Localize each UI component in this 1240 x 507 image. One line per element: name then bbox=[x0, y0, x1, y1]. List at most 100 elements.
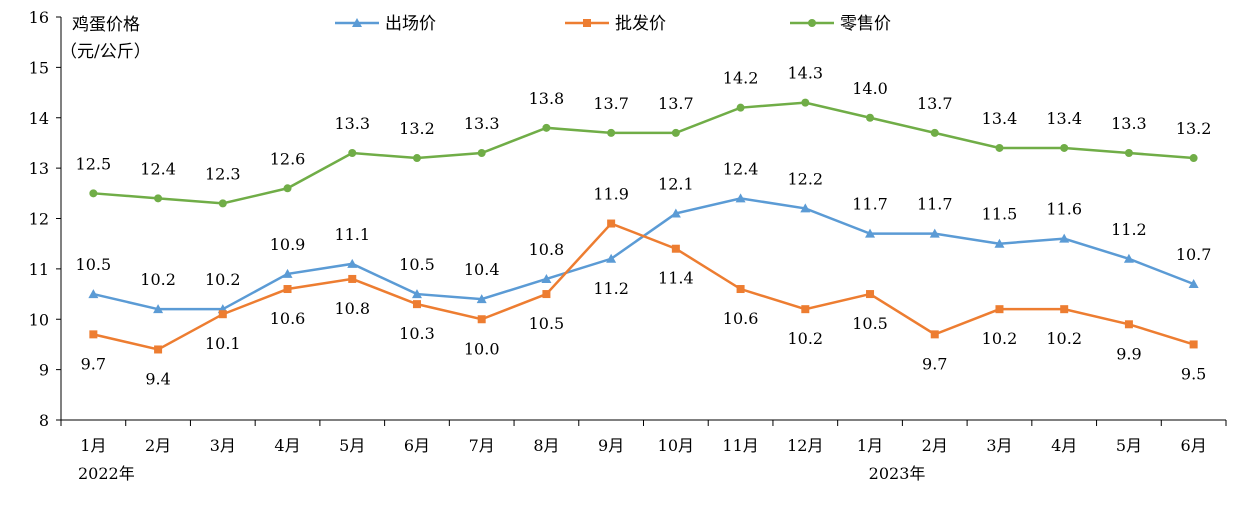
y-axis-label-line1: 鸡蛋价格 bbox=[72, 15, 140, 35]
data-label: 10.5 bbox=[529, 314, 565, 333]
x-tick-label: 2月 bbox=[922, 436, 948, 455]
year-label: 2022年 bbox=[78, 464, 135, 483]
data-label: 10.2 bbox=[787, 329, 823, 348]
series-1: 9.7 9.4 10.1 10.6 10.8 10.3 10.0 10.5 11.9 11.4 10… bbox=[81, 185, 1207, 389]
x-tick-label: 4月 bbox=[274, 436, 300, 455]
data-label: 10.4 bbox=[464, 260, 500, 279]
data-label: 10.5 bbox=[76, 255, 112, 274]
data-label: 10.5 bbox=[399, 255, 435, 274]
data-label: 12.2 bbox=[787, 169, 823, 188]
data-label: 9.5 bbox=[1181, 364, 1206, 383]
data-point-square bbox=[1189, 340, 1198, 349]
y-tick-label: 12 bbox=[29, 210, 49, 229]
data-point-circle bbox=[412, 154, 421, 163]
axes: 8 9 10 11 12 13 14 15 16 1月 2月 3月 4月 5月 6月 7月 8月 9月 10月 11月… bbox=[29, 8, 1227, 483]
x-tick-label: 1月 bbox=[80, 436, 106, 455]
data-point-circle bbox=[1124, 149, 1133, 158]
data-point-circle bbox=[930, 128, 939, 137]
series-line bbox=[93, 101, 1194, 205]
data-point-square bbox=[154, 345, 163, 354]
data-label: 13.2 bbox=[399, 119, 435, 138]
data-label: 12.5 bbox=[76, 154, 112, 173]
data-label: 9.7 bbox=[81, 354, 106, 373]
data-label: 12.6 bbox=[270, 149, 306, 168]
x-tick-label: 2月 bbox=[145, 436, 171, 455]
data-label: 11.2 bbox=[593, 279, 629, 298]
data-label: 10.0 bbox=[464, 339, 500, 358]
data-label: 10.3 bbox=[399, 324, 435, 343]
data-label: 14.2 bbox=[723, 69, 759, 88]
y-tick-label: 15 bbox=[29, 58, 49, 77]
data-label: 13.7 bbox=[658, 94, 694, 113]
series-line bbox=[93, 197, 1195, 311]
data-label: 13.2 bbox=[1176, 119, 1212, 138]
data-label: 10.6 bbox=[270, 309, 306, 328]
data-point-square bbox=[218, 310, 227, 319]
series-2: 12.5 12.4 12.3 12.6 13.3 13.2 13.3 13.8 13.7 13.7… bbox=[76, 64, 1212, 208]
data-point-circle bbox=[607, 128, 616, 137]
data-point-square bbox=[348, 274, 357, 283]
data-label: 13.8 bbox=[529, 89, 565, 108]
data-point-triangle bbox=[347, 258, 358, 268]
data-label: 10.5 bbox=[852, 314, 888, 333]
data-point-square bbox=[583, 19, 591, 27]
data-point-square bbox=[736, 285, 745, 294]
data-point-square bbox=[866, 290, 875, 299]
data-label: 12.4 bbox=[723, 159, 759, 178]
data-point-square bbox=[542, 290, 551, 299]
data-point-circle bbox=[477, 149, 486, 158]
data-point-triangle bbox=[541, 273, 552, 283]
y-tick-label: 10 bbox=[29, 310, 49, 329]
data-label: 12.4 bbox=[140, 159, 176, 178]
data-label: 13.7 bbox=[917, 94, 953, 113]
data-label: 13.3 bbox=[464, 114, 500, 133]
data-point-circle bbox=[801, 98, 810, 107]
x-tick-label: 11月 bbox=[722, 436, 758, 455]
data-point-triangle bbox=[800, 203, 811, 213]
data-label: 14.0 bbox=[852, 79, 888, 98]
data-point-square bbox=[930, 330, 939, 339]
data-point-square bbox=[1124, 320, 1133, 329]
data-label: 12.3 bbox=[205, 164, 241, 183]
data-label: 11.5 bbox=[982, 205, 1018, 224]
y-tick-label: 16 bbox=[29, 8, 49, 27]
y-tick-label: 14 bbox=[29, 109, 49, 128]
data-point-triangle bbox=[88, 289, 99, 299]
data-point-triangle bbox=[865, 228, 876, 238]
legend-label: 出场价 bbox=[385, 14, 436, 34]
data-label: 10.2 bbox=[140, 270, 176, 289]
x-tick-label: 1月 bbox=[857, 436, 883, 455]
data-label: 9.9 bbox=[1116, 344, 1141, 363]
series-line bbox=[93, 222, 1195, 351]
x-tick-label: 9月 bbox=[598, 436, 624, 455]
data-point-triangle bbox=[1059, 233, 1070, 243]
data-point-circle bbox=[736, 103, 745, 112]
data-point-triangle bbox=[1123, 253, 1134, 263]
data-point-triangle bbox=[153, 304, 164, 314]
data-point-square bbox=[477, 315, 486, 324]
data-label: 11.6 bbox=[1046, 200, 1082, 219]
data-label: 10.2 bbox=[1046, 329, 1082, 348]
y-axis-label-line2: （元/公斤） bbox=[60, 42, 151, 62]
series-group: 10.5 10.2 10.2 10.9 11.1 10.5 10.4 10.8 11.2 12.1… bbox=[76, 64, 1212, 389]
data-point-circle bbox=[283, 184, 292, 193]
legend-label: 批发价 bbox=[615, 14, 666, 34]
data-label: 14.3 bbox=[787, 64, 823, 83]
data-label: 11.4 bbox=[658, 269, 694, 288]
data-label: 9.7 bbox=[922, 354, 947, 373]
data-label: 13.7 bbox=[593, 94, 629, 113]
data-point-triangle bbox=[282, 268, 293, 278]
data-point-square bbox=[995, 305, 1004, 314]
x-tick-label: 6月 bbox=[404, 436, 430, 455]
data-point-circle bbox=[1060, 143, 1069, 152]
data-point-square bbox=[607, 219, 616, 228]
data-label: 10.8 bbox=[529, 240, 565, 259]
data-point-circle bbox=[808, 19, 816, 27]
data-point-circle bbox=[348, 149, 357, 158]
data-point-circle bbox=[995, 143, 1004, 152]
x-tick-label: 3月 bbox=[210, 436, 236, 455]
data-point-square bbox=[671, 244, 680, 253]
data-label: 11.7 bbox=[917, 195, 953, 214]
data-point-triangle bbox=[735, 193, 746, 203]
data-label: 11.9 bbox=[593, 185, 629, 204]
